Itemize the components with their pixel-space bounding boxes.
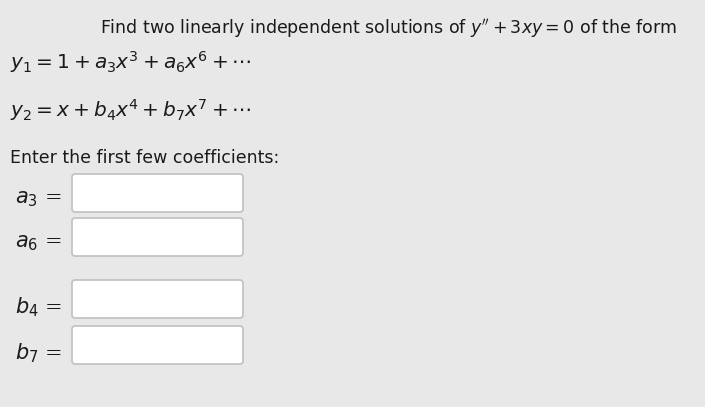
- Text: Enter the first few coefficients:: Enter the first few coefficients:: [10, 149, 279, 167]
- Text: $y_1 = 1 + a_3x^3 + a_6x^6 + \cdots$: $y_1 = 1 + a_3x^3 + a_6x^6 + \cdots$: [10, 49, 252, 75]
- FancyBboxPatch shape: [72, 218, 243, 256]
- Text: $a_6$ =: $a_6$ =: [15, 233, 62, 253]
- FancyBboxPatch shape: [72, 326, 243, 364]
- Text: $b_4$ =: $b_4$ =: [15, 295, 62, 319]
- Text: $a_3$ =: $a_3$ =: [15, 189, 62, 209]
- Text: $y_2 = x + b_4x^4 + b_7x^7 + \cdots$: $y_2 = x + b_4x^4 + b_7x^7 + \cdots$: [10, 97, 252, 123]
- FancyBboxPatch shape: [72, 280, 243, 318]
- FancyBboxPatch shape: [72, 174, 243, 212]
- Text: $b_7$ =: $b_7$ =: [15, 341, 62, 365]
- Text: Find two linearly independent solutions of $y'' + 3xy = 0$ of the form: Find two linearly independent solutions …: [100, 17, 678, 40]
